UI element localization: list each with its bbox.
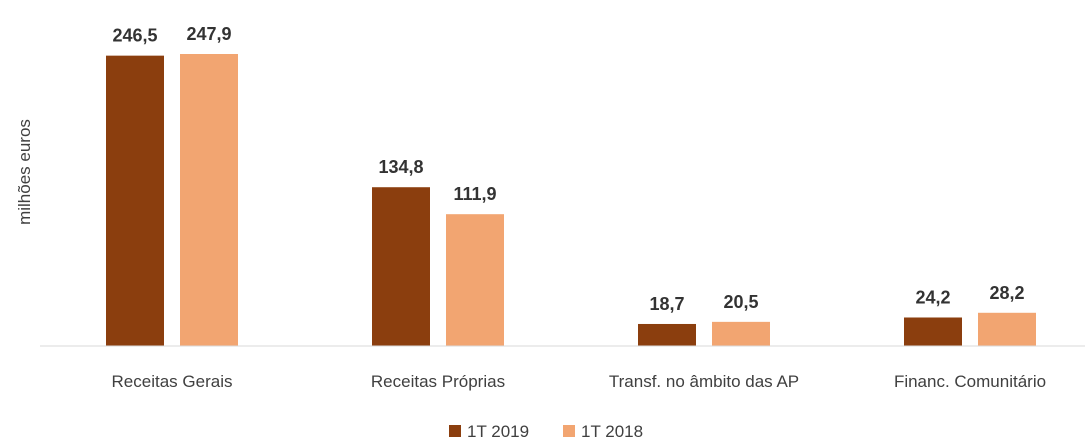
category-labels-group: Receitas Gerais Receitas Próprias Transf. … — [112, 372, 1047, 391]
bar-1t-2019-3 — [904, 317, 962, 346]
bars-group — [106, 54, 1036, 347]
legend: 1T 2019 1T 2018 — [449, 422, 643, 439]
category-label-0: Receitas Gerais — [112, 372, 233, 391]
value-label-1t-2019-3: 24,2 — [915, 287, 950, 307]
bar-1t-2019-0 — [106, 55, 164, 347]
value-label-1t-2018-2: 20,5 — [723, 292, 758, 312]
legend-swatch-1t-2019 — [449, 425, 461, 437]
value-label-1t-2018-0: 247,9 — [186, 24, 231, 44]
value-label-1t-2018-1: 111,9 — [453, 184, 496, 204]
value-labels-group: 246,5 247,9 134,8 111,9 18,7 20,5 24,2 28,2 — [112, 24, 1024, 314]
y-axis-title: milhões euros — [15, 119, 34, 225]
value-label-1t-2019-0: 246,5 — [112, 26, 157, 46]
bar-1t-2018-3 — [978, 312, 1036, 346]
category-label-1: Receitas Próprias — [371, 372, 505, 391]
value-label-1t-2018-3: 28,2 — [989, 283, 1024, 303]
bar-1t-2019-1 — [372, 187, 430, 346]
legend-label-1t-2018: 1T 2018 — [581, 422, 643, 439]
bar-1t-2018-2 — [712, 321, 770, 346]
bar-1t-2018-1 — [446, 214, 504, 346]
legend-swatch-1t-2018 — [563, 425, 575, 437]
value-label-1t-2019-1: 134,8 — [378, 157, 423, 177]
bar-1t-2018-0 — [180, 54, 238, 346]
y-axis-title-group: milhões euros — [15, 119, 34, 225]
category-label-2: Transf. no âmbito das AP — [609, 372, 799, 391]
legend-label-1t-2019: 1T 2019 — [467, 422, 529, 439]
bar-1t-2019-2 — [638, 323, 696, 346]
value-label-1t-2019-2: 18,7 — [649, 294, 684, 314]
category-label-3: Financ. Comunitário — [894, 372, 1046, 391]
